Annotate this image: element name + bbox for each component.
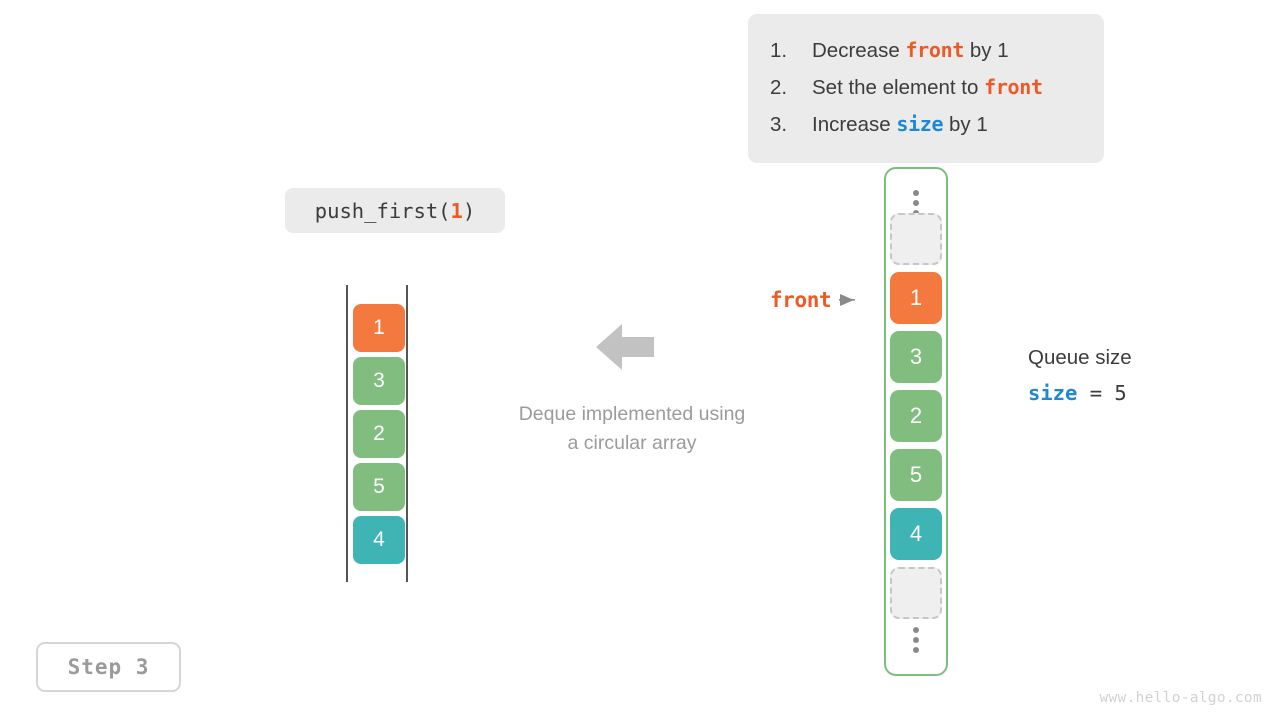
- instruction-text: Set the element to front: [812, 69, 1043, 106]
- instruction-text-after: by 1: [964, 39, 1009, 62]
- deque-rail-left: [346, 285, 348, 582]
- deque-cell: 1: [353, 304, 405, 352]
- queue-size-readout: Queue size size = 5: [1028, 344, 1132, 405]
- array-slot-empty: [890, 213, 942, 265]
- instruction-number: 3.: [770, 113, 788, 136]
- operation-close-paren: ): [462, 198, 476, 223]
- watermark: www.hello-algo.com: [1099, 690, 1262, 706]
- ellipsis-bottom-icon: [886, 621, 946, 659]
- operation-argument: 1: [450, 198, 463, 223]
- array-slot-filled: 1: [890, 272, 942, 324]
- step-badge: Step 3: [36, 642, 181, 692]
- instruction-keyword: front: [984, 75, 1043, 99]
- size-operator: =: [1077, 381, 1115, 405]
- deque-rail-right: [406, 285, 408, 582]
- queue-size-title: Queue size: [1028, 346, 1132, 369]
- array-slot-filled: 4: [890, 508, 942, 560]
- array-slot-filled: 2: [890, 390, 942, 442]
- operation-name: push_first(: [314, 198, 451, 223]
- front-pointer-label: front: [770, 288, 832, 312]
- array-slot-filled: 5: [890, 449, 942, 501]
- instruction-text: Decrease front by 1: [812, 32, 1009, 69]
- array-slot-empty: [890, 567, 942, 619]
- caption-line-2: a circular array: [567, 432, 697, 454]
- size-variable: size: [1028, 381, 1078, 405]
- instruction-keyword: size: [896, 112, 944, 136]
- circular-array-container: 1 3 2 5 4: [884, 167, 948, 676]
- instruction-text-before: Decrease: [812, 39, 906, 62]
- instruction-item: 1. Decrease front by 1: [770, 32, 1082, 69]
- deque-cell: 5: [353, 463, 405, 511]
- instruction-text-before: Increase: [812, 113, 897, 136]
- instruction-text: Increase size by 1: [812, 106, 988, 143]
- array-slot-filled: 3: [890, 331, 942, 383]
- circular-array-slots: 1 3 2 5 4: [890, 213, 942, 626]
- front-pointer: front: [770, 285, 857, 315]
- instruction-text-before: Set the element to: [812, 76, 985, 99]
- instruction-item: 2. Set the element to front: [770, 69, 1082, 106]
- deque-list: 1 3 2 5 4: [346, 285, 408, 582]
- deque-cell: 2: [353, 410, 405, 458]
- queue-size-expression: size = 5: [1028, 381, 1132, 405]
- deque-cell: 4: [353, 516, 405, 564]
- deque-cells: 1 3 2 5 4: [353, 304, 405, 569]
- instruction-text-after: by 1: [943, 113, 988, 136]
- instruction-keyword: front: [905, 38, 965, 62]
- caption-line-1: Deque implemented using: [518, 403, 746, 425]
- arrow-right-icon: [839, 293, 857, 307]
- deque-cell: 3: [353, 357, 405, 405]
- instruction-number: 2.: [770, 76, 788, 99]
- operation-label: push_first(1): [285, 188, 505, 233]
- diagram-caption: Deque implemented using a circular array: [452, 400, 812, 458]
- size-value: 5: [1114, 381, 1127, 405]
- instruction-list: 1. Decrease front by 1 2. Set the element t…: [748, 14, 1104, 163]
- left-arrow-icon: [596, 322, 656, 372]
- instruction-number: 1.: [770, 39, 788, 62]
- instruction-item: 3. Increase size by 1: [770, 106, 1082, 143]
